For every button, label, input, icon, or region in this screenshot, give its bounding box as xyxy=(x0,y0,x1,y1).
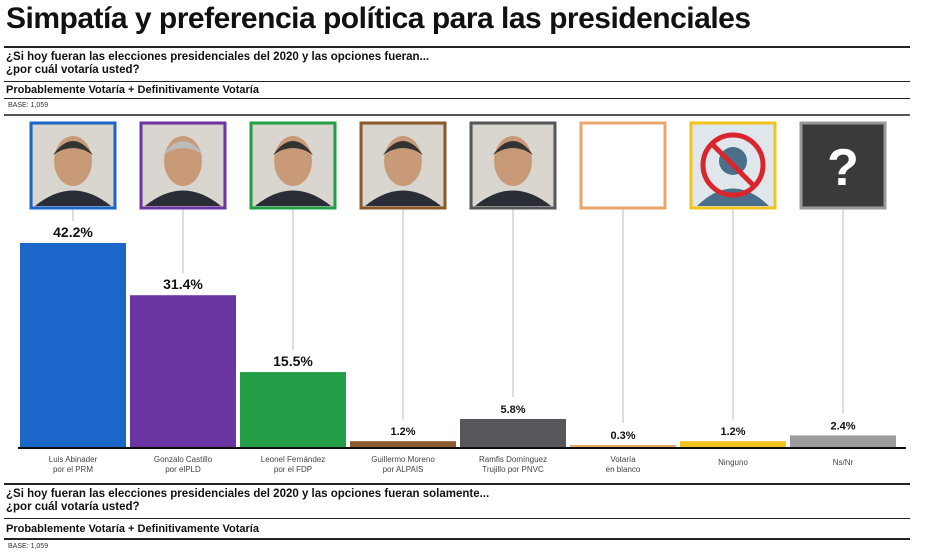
prohibited-slash xyxy=(710,142,756,188)
category-label: Votaría xyxy=(610,455,636,464)
base-1: BASE: 1,059 xyxy=(8,102,49,109)
data-label: 5.8% xyxy=(500,404,525,416)
divider xyxy=(4,98,910,99)
divider xyxy=(4,81,910,82)
subtitle-1: Probablemente Votaría + Definitivamente … xyxy=(6,84,259,96)
data-label: 1.2% xyxy=(390,426,415,438)
data-label: 15.5% xyxy=(273,353,313,369)
category-label: Leonel Fernández xyxy=(261,455,326,464)
category-label: por el PRM xyxy=(53,465,93,474)
bar-group: ? 2.4% Ns/Nr xyxy=(790,121,896,467)
data-label: 31.4% xyxy=(163,276,203,292)
question-mark-glyph: ? xyxy=(827,139,859,197)
data-label: 2.4% xyxy=(830,420,855,432)
bar xyxy=(240,372,346,447)
bar xyxy=(350,441,456,447)
category-label: por elPLD xyxy=(165,465,201,474)
bar xyxy=(570,445,676,447)
bar xyxy=(680,441,786,447)
data-label: 42.2% xyxy=(53,224,93,240)
bar xyxy=(20,243,126,447)
person-head xyxy=(719,147,747,175)
question-line: ¿por cuál votaría usted? xyxy=(6,501,140,513)
subtitle-2: Probablemente Votaría + Definitivamente … xyxy=(6,523,259,535)
category-label: Ns/Nr xyxy=(833,458,854,467)
suit-shape xyxy=(365,190,441,206)
question-2: ¿Si hoy fueran las elecciones presidenci… xyxy=(6,488,489,514)
hair-shape xyxy=(53,141,93,155)
data-label: 1.2% xyxy=(720,426,745,438)
category-label: Ramfis Domínguez xyxy=(479,455,547,464)
category-label: por ALPAIS xyxy=(383,465,424,474)
suit-shape xyxy=(145,190,221,206)
hair-shape xyxy=(273,141,313,155)
hair-shape xyxy=(383,141,423,155)
question-line: ¿Si hoy fueran las elecciones presidenci… xyxy=(6,488,490,500)
bar xyxy=(460,418,566,447)
suit-shape xyxy=(35,190,111,206)
hair-shape xyxy=(493,141,533,155)
hair-shape xyxy=(163,141,203,155)
blank-box-icon xyxy=(579,121,667,210)
divider xyxy=(4,518,910,519)
category-label: Gonzalo Castillo xyxy=(154,455,213,464)
prohibited-circle xyxy=(700,132,766,198)
category-label: Ninguno xyxy=(718,458,748,467)
bar-group: 1.2% Ninguno xyxy=(680,121,786,467)
divider xyxy=(4,46,910,48)
divider xyxy=(4,114,910,116)
divider xyxy=(4,538,910,540)
category-label: en blanco xyxy=(606,465,641,474)
base-2: BASE: 1,059 xyxy=(8,543,49,550)
question-mark-icon xyxy=(799,121,887,210)
category-label: Luis Abinader xyxy=(49,455,98,464)
question-line: ¿por cuál votaría usted? xyxy=(6,64,140,76)
data-label: 0.3% xyxy=(610,430,635,442)
category-label: Trujillo por PNVC xyxy=(482,465,544,474)
bar xyxy=(130,295,236,447)
category-label: por el FDP xyxy=(274,465,312,474)
suit-shape xyxy=(255,190,331,206)
bar xyxy=(790,435,896,447)
suit-shape xyxy=(475,190,551,206)
category-label: Guillermo Moreno xyxy=(371,455,435,464)
question-1: ¿Si hoy fueran las elecciones presidenci… xyxy=(6,51,429,77)
question-line: ¿Si hoy fueran las elecciones presidenci… xyxy=(6,51,430,63)
page-title: Simpatía y preferencia política para las… xyxy=(6,2,751,35)
divider xyxy=(4,483,910,485)
